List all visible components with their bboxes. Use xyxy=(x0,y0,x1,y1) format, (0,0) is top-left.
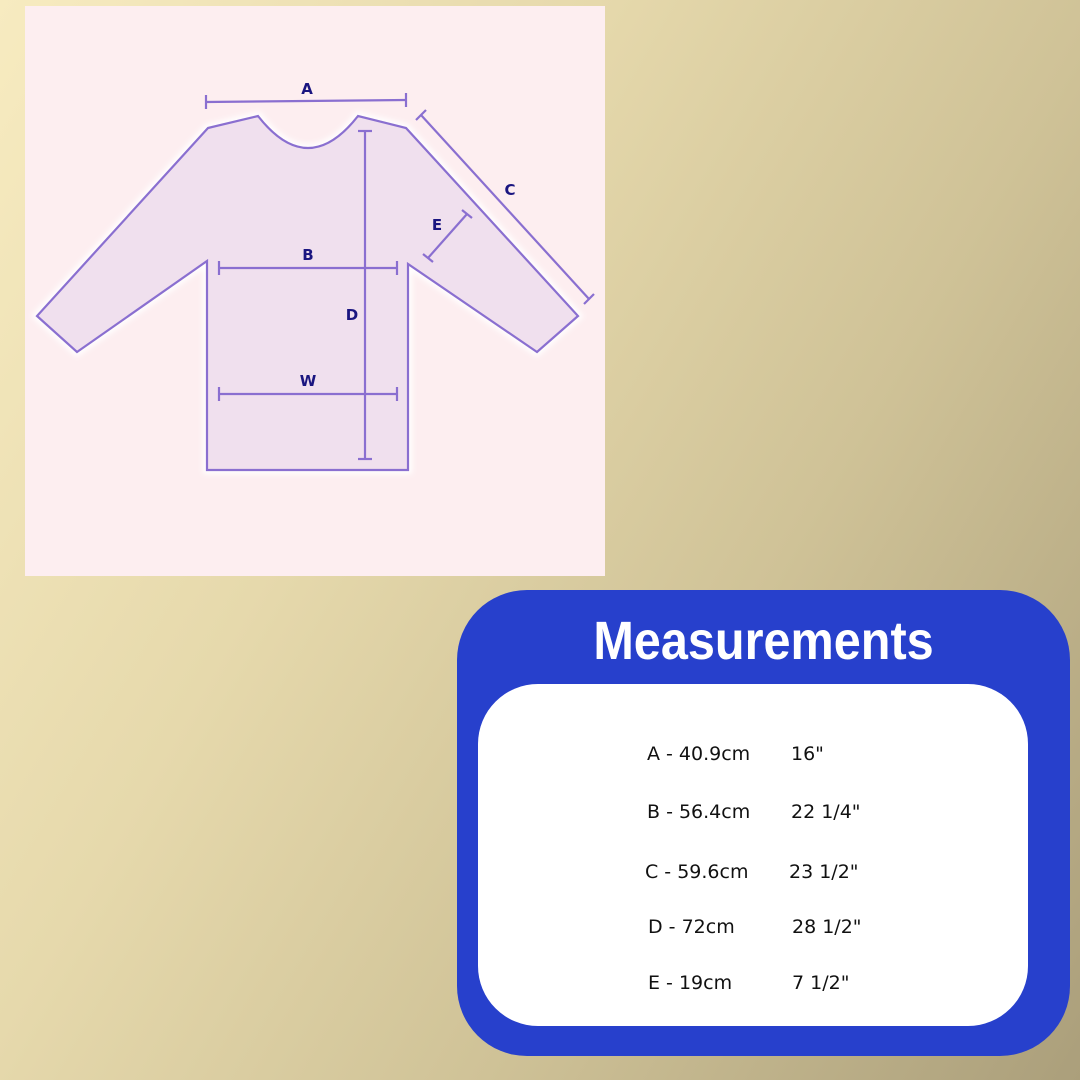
measurement-cm: E - 19cm xyxy=(648,972,733,994)
card-title: Measurements xyxy=(593,611,934,671)
dimension-b xyxy=(217,261,399,275)
dimension-a xyxy=(204,93,408,109)
measurements-list: A - 40.9cm 16" B - 56.4cm 22 1/4" C - 59… xyxy=(478,684,1028,1026)
label-c: C xyxy=(504,181,515,199)
measurement-inch: 23 1/2" xyxy=(789,861,859,883)
label-w: W xyxy=(300,372,317,390)
sweater-diagram: A C E B D W xyxy=(31,80,595,474)
dimension-w xyxy=(217,387,399,401)
dimension-d xyxy=(358,129,372,461)
sweater-diagram-panel: A C E B D W xyxy=(25,6,605,576)
label-a: A xyxy=(301,80,313,98)
dimension-e xyxy=(422,209,473,263)
measurement-inch: 7 1/2" xyxy=(792,972,850,994)
label-e: E xyxy=(432,216,442,234)
sweater-outline xyxy=(35,114,580,472)
measurement-cm: B - 56.4cm xyxy=(647,801,751,823)
measurements-card: Measurements A - 40.9cm 16" B - 56.4cm 2… xyxy=(457,590,1070,1056)
label-b: B xyxy=(302,246,313,264)
measurement-inch: 28 1/2" xyxy=(792,916,862,938)
label-d: D xyxy=(346,306,358,324)
measurement-cm: A - 40.9cm xyxy=(647,743,751,765)
measurement-cm: C - 59.6cm xyxy=(645,861,749,883)
dimension-c xyxy=(415,109,595,305)
measurement-inch: 22 1/4" xyxy=(791,801,861,823)
measurement-cm: D - 72cm xyxy=(648,916,735,938)
measurement-inch: 16" xyxy=(791,743,824,765)
